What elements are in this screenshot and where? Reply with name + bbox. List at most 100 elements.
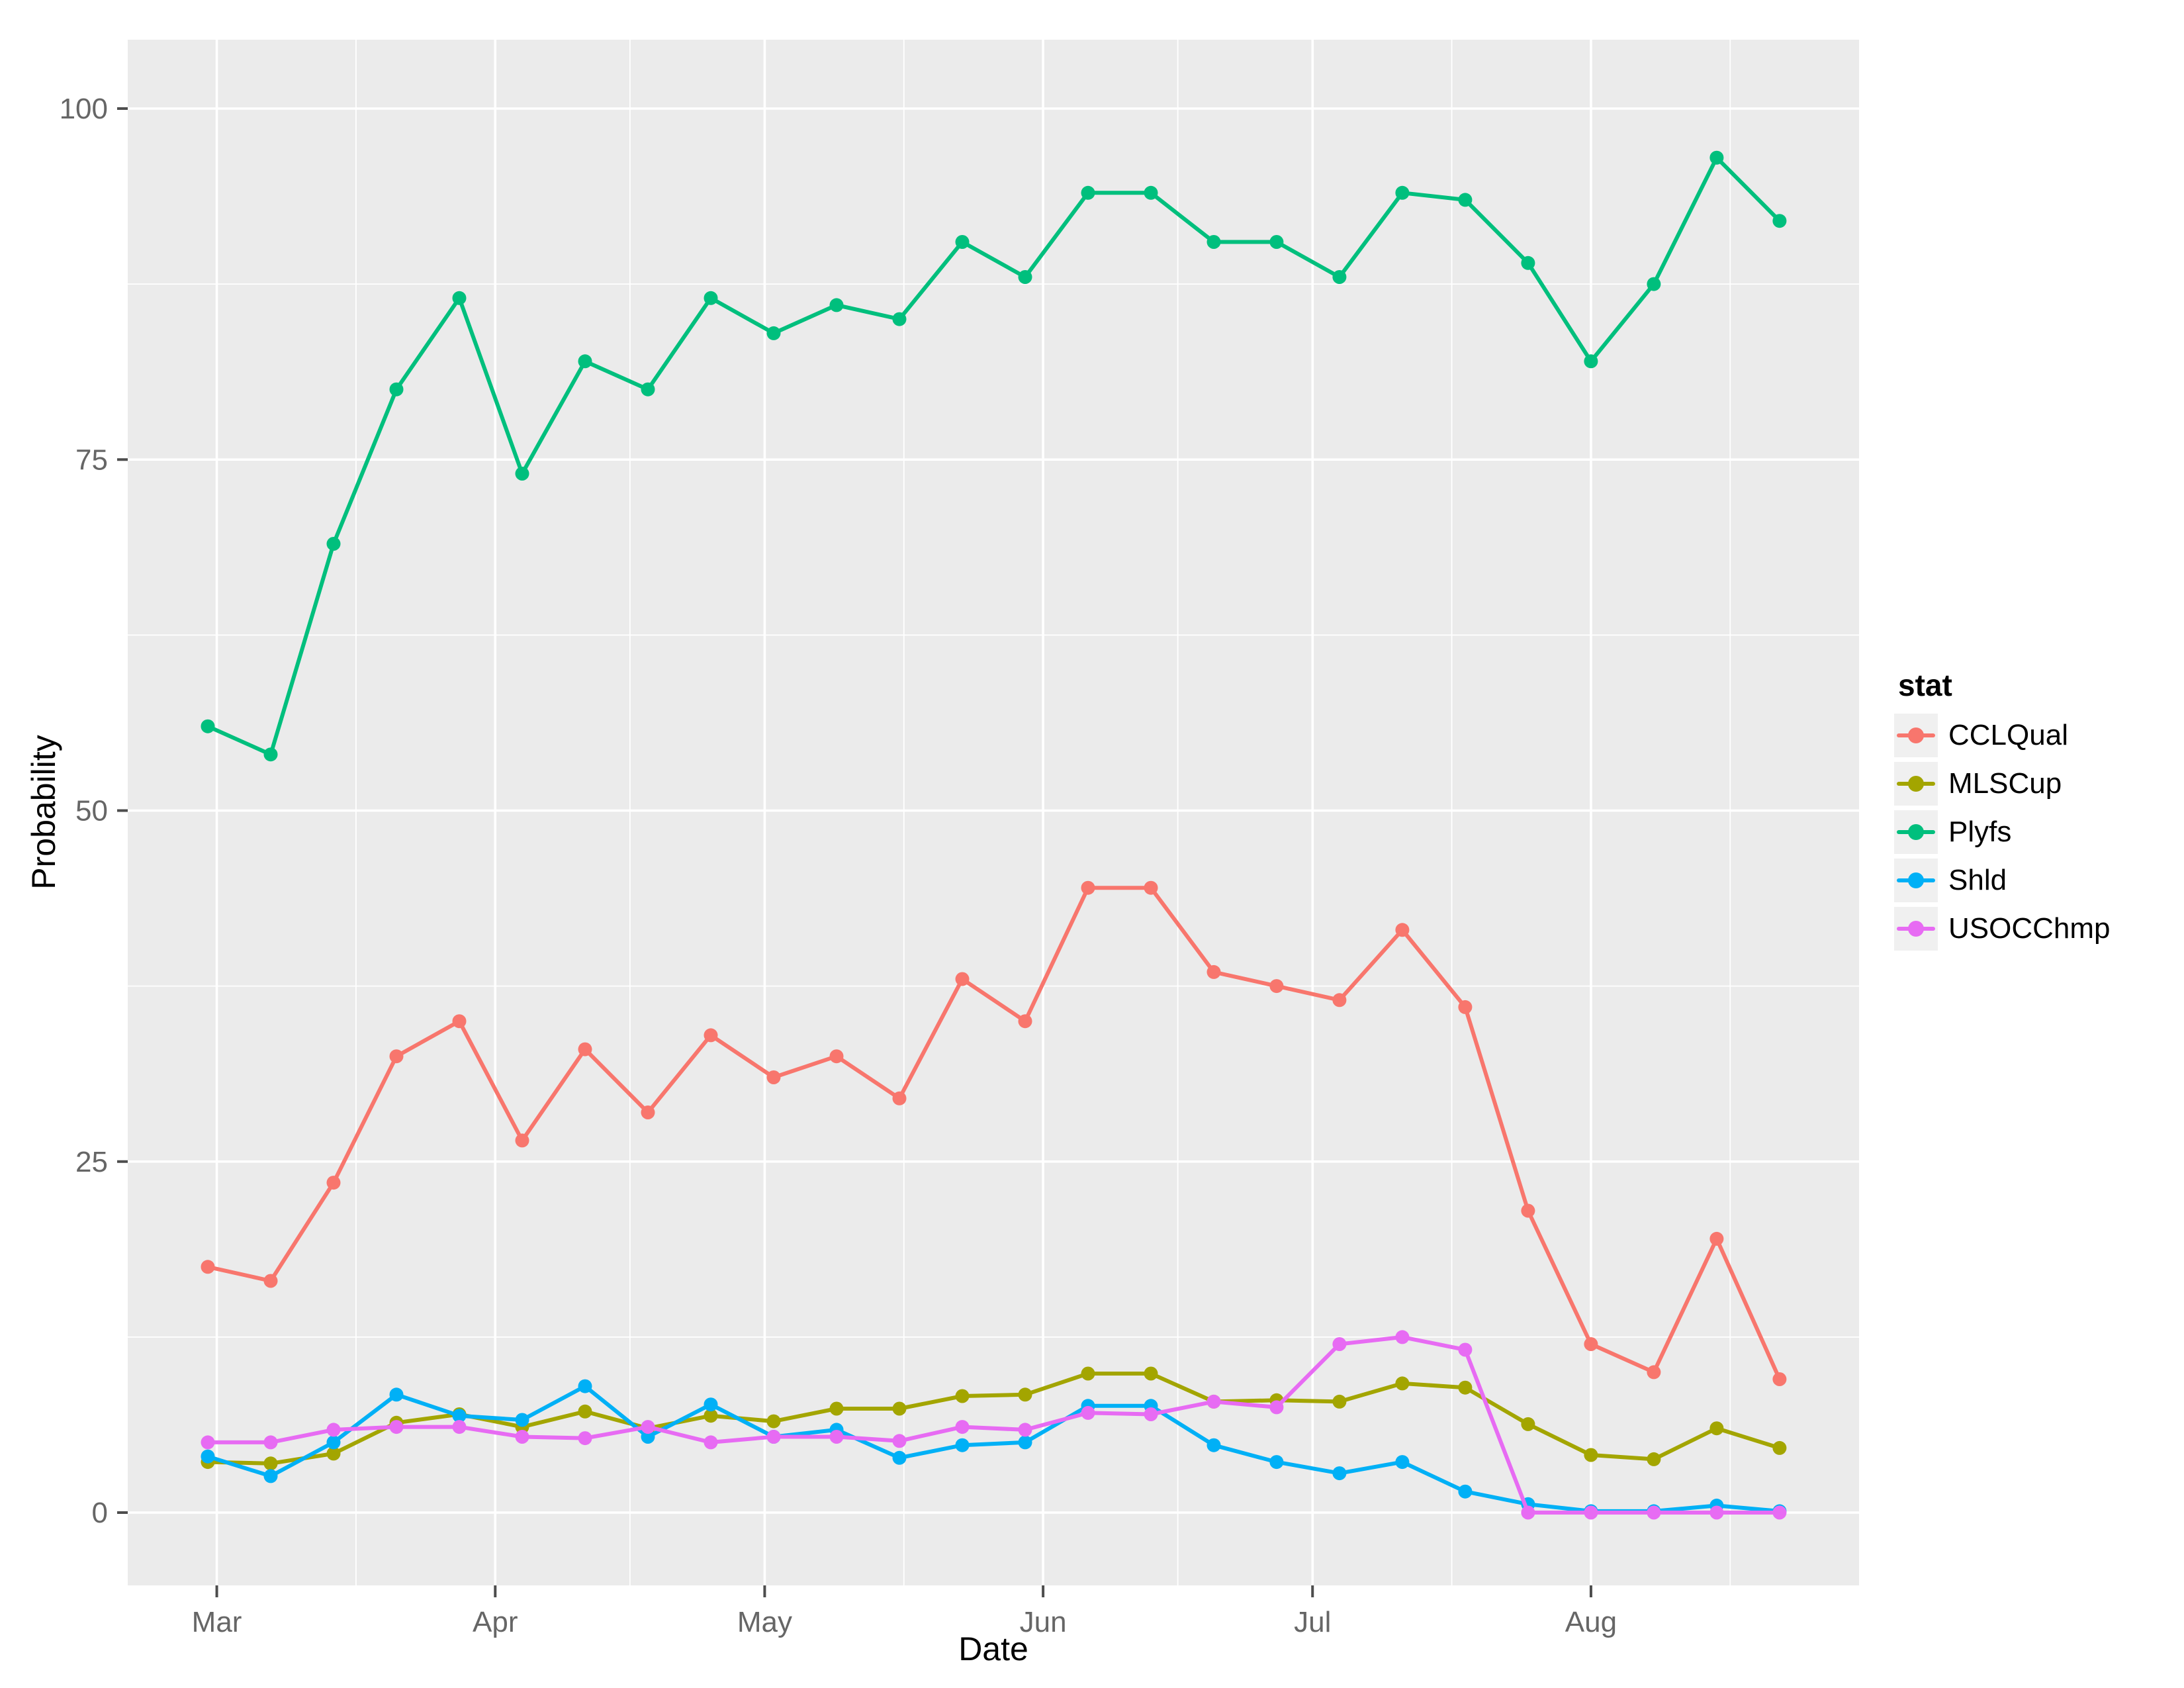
data-point xyxy=(452,291,467,305)
legend-title: stat xyxy=(1898,668,1952,702)
data-point xyxy=(389,1049,404,1064)
data-point xyxy=(1584,1448,1598,1462)
data-point xyxy=(1647,1505,1661,1520)
data-point xyxy=(515,1413,529,1427)
data-point xyxy=(704,1397,718,1412)
grid-minor xyxy=(128,40,1859,1585)
data-point xyxy=(955,1420,970,1434)
data-point xyxy=(1332,1466,1347,1481)
data-point xyxy=(1144,1407,1158,1421)
data-point xyxy=(1709,150,1724,165)
data-point xyxy=(1521,1505,1535,1520)
data-point xyxy=(829,1049,844,1064)
legend-key-dot-icon xyxy=(1908,824,1924,840)
data-point xyxy=(1018,1435,1032,1450)
legend-label: MLSCup xyxy=(1948,767,2062,800)
series-line-Plyfs xyxy=(206,156,1782,757)
data-point xyxy=(263,1435,278,1450)
data-point xyxy=(578,1404,592,1419)
data-point xyxy=(578,1431,592,1446)
legend-key-swatch xyxy=(1894,810,1938,854)
legend-key-swatch xyxy=(1894,907,1938,951)
data-point xyxy=(1206,964,1221,979)
data-point xyxy=(1584,1505,1598,1520)
data-point xyxy=(1269,1400,1284,1415)
legend-key-dot-icon xyxy=(1908,921,1924,937)
data-point xyxy=(892,1091,907,1105)
data-point xyxy=(452,1409,467,1423)
series-line-USOCChmp xyxy=(206,1335,1782,1515)
x-tick-label: Aug xyxy=(1565,1606,1617,1638)
data-point xyxy=(1772,1440,1787,1455)
data-point xyxy=(201,719,215,733)
data-point xyxy=(1206,1438,1221,1452)
legend-key-dot-icon xyxy=(1908,872,1924,888)
series-Plyfs xyxy=(201,150,1787,762)
data-point xyxy=(1584,354,1598,369)
data-point xyxy=(1018,270,1032,284)
legend-key-swatch xyxy=(1894,762,1938,806)
data-point xyxy=(1521,256,1535,270)
data-point xyxy=(1395,923,1410,937)
data-point xyxy=(389,1420,404,1434)
data-point xyxy=(515,467,529,481)
series-line-Shld xyxy=(206,1384,1782,1513)
data-point xyxy=(201,1449,215,1464)
data-point xyxy=(1772,214,1787,228)
series-USOCChmp xyxy=(201,1330,1787,1520)
data-point xyxy=(1584,1337,1598,1351)
data-point xyxy=(1269,235,1284,249)
data-point xyxy=(1709,1421,1724,1436)
data-point xyxy=(766,1070,781,1084)
x-tick-label: May xyxy=(737,1606,792,1638)
data-point xyxy=(766,326,781,340)
data-point xyxy=(1772,1505,1787,1520)
data-point xyxy=(326,1435,341,1450)
data-point xyxy=(704,1409,718,1423)
series-line-CCLQual xyxy=(206,886,1782,1382)
data-point xyxy=(1332,1394,1347,1409)
x-tick-label: Mar xyxy=(192,1606,242,1638)
data-point xyxy=(1018,1014,1032,1029)
data-point xyxy=(1709,1505,1724,1520)
data-point xyxy=(641,1430,655,1444)
data-point xyxy=(829,298,844,312)
data-point xyxy=(1647,1452,1661,1466)
data-point xyxy=(201,1435,215,1450)
data-point xyxy=(892,1450,907,1465)
data-point xyxy=(1332,1337,1347,1351)
plot-panel xyxy=(128,40,1859,1585)
data-point xyxy=(1269,1455,1284,1470)
data-point xyxy=(955,235,970,249)
legend-label: Shld xyxy=(1948,864,2007,896)
series-CCLQual xyxy=(201,880,1787,1386)
data-point xyxy=(1458,1000,1473,1014)
legend-item-Plyfs: Plyfs xyxy=(1894,810,2111,854)
data-point xyxy=(1458,1484,1473,1499)
legend-item-USOCChmp: USOCChmp xyxy=(1894,907,2111,951)
data-point xyxy=(766,1414,781,1429)
data-point xyxy=(263,1469,278,1483)
data-point xyxy=(578,354,592,369)
data-point xyxy=(892,312,907,326)
data-point xyxy=(766,1430,781,1444)
data-point xyxy=(1332,993,1347,1008)
data-point xyxy=(1458,1380,1473,1395)
y-tick-label: 75 xyxy=(75,444,108,476)
data-point xyxy=(1395,1330,1410,1344)
legend-label: Plyfs xyxy=(1948,816,2012,848)
x-tick-label: Jun xyxy=(1020,1606,1067,1638)
data-point xyxy=(1332,270,1347,284)
x-tick-label: Apr xyxy=(473,1606,518,1638)
data-point xyxy=(263,1456,278,1471)
data-point xyxy=(955,1389,970,1403)
data-point xyxy=(1458,193,1473,207)
x-axis-title: Date xyxy=(958,1630,1028,1667)
data-point xyxy=(515,1133,529,1148)
data-point xyxy=(1081,1405,1095,1420)
data-point xyxy=(1018,1387,1032,1402)
data-point xyxy=(641,382,655,397)
data-point xyxy=(1081,185,1095,200)
